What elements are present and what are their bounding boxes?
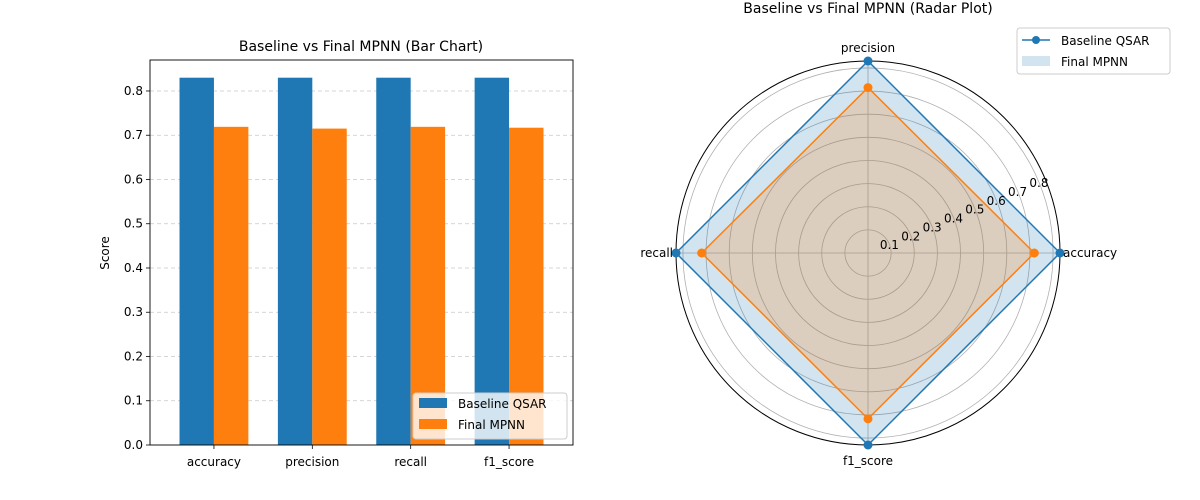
bar-x-ticks: accuracy precision recall f1_score xyxy=(187,445,534,469)
bar-legend-swatch-final xyxy=(419,419,447,429)
bar-y-tick-label: 0.3 xyxy=(124,305,143,319)
bar-y-tick-label: 0.7 xyxy=(124,128,143,142)
bar-y-ticks: 0.0 0.1 0.2 0.3 0.4 0.5 0.6 0.7 0.8 xyxy=(124,84,150,452)
radar-chart-title: Baseline vs Final MPNN (Radar Plot) xyxy=(743,1,992,17)
radar-axis-label: recall xyxy=(640,246,673,260)
bar-legend-frame xyxy=(412,392,568,440)
radar-radial-tick-label: 0.1 xyxy=(880,238,899,252)
bar-legend-swatch-baseline xyxy=(419,398,447,408)
bar-chart: Baseline vs Final MPNN (Bar Chart) 0.00.… xyxy=(98,39,574,469)
bar-y-tick-label: 0.6 xyxy=(124,172,143,186)
radar-radial-ticks: 0.10.20.30.40.50.60.70.8 xyxy=(880,176,1049,252)
bar-bars xyxy=(179,77,544,446)
bar-baseline xyxy=(179,77,214,446)
radar-radial-tick-label: 0.7 xyxy=(1008,185,1027,199)
radar-axis-label: precision xyxy=(841,41,895,55)
bar-x-tick-label: recall xyxy=(394,455,427,469)
bar-axes-frame xyxy=(149,59,574,446)
bar-y-tick-label: 0.2 xyxy=(124,349,143,363)
radar-axis-label: f1_score xyxy=(843,454,893,468)
radar-axis-label: accuracy xyxy=(1063,246,1117,260)
bar-x-tick-label: f1_score xyxy=(484,455,534,469)
bar-baseline xyxy=(376,77,411,446)
radar-radial-tick-label: 0.3 xyxy=(923,220,942,234)
radar-radial-tick-label: 0.4 xyxy=(944,212,963,226)
radar-point-final xyxy=(697,248,707,258)
radar-legend: Baseline QSAR Final MPNN xyxy=(1016,27,1171,75)
radar-radial-tick-label: 0.2 xyxy=(901,229,920,243)
radar-legend-label-baseline: Baseline QSAR xyxy=(1061,34,1150,48)
bar-x-tick-label: accuracy xyxy=(187,455,241,469)
bar-chart-title: Baseline vs Final MPNN (Bar Chart) xyxy=(239,39,483,55)
bar-legend-label-baseline: Baseline QSAR xyxy=(458,397,547,411)
radar-chart: Baseline vs Final MPNN (Radar Plot) accu… xyxy=(640,1,1171,468)
bar-x-tick-label: precision xyxy=(285,455,339,469)
radar-point-baseline xyxy=(1055,248,1065,258)
bar-y-tick-label: 0.4 xyxy=(124,261,143,275)
radar-radial-tick-label: 0.8 xyxy=(1029,176,1048,190)
radar-point-final xyxy=(863,414,873,424)
radar-radial-tick-label: 0.5 xyxy=(965,203,984,217)
bar-y-axis-label: Score xyxy=(98,236,112,270)
radar-legend-label-final: Final MPNN xyxy=(1061,55,1128,69)
radar-axis-labels: accuracy precision recall f1_score xyxy=(640,41,1117,468)
bar-legend-label-final: Final MPNN xyxy=(458,418,525,432)
bar-final xyxy=(509,127,544,445)
bar-final xyxy=(312,128,347,445)
radar-legend-swatch-final xyxy=(1022,56,1050,66)
bar-legend: Baseline QSAR Final MPNN xyxy=(412,392,568,440)
bar-y-tick-label: 0.0 xyxy=(124,438,143,452)
radar-point-final xyxy=(863,83,873,93)
radar-fill-final xyxy=(701,87,1035,419)
radar-legend-frame xyxy=(1016,27,1171,75)
radar-point-baseline xyxy=(671,248,681,258)
radar-radial-tick-label: 0.6 xyxy=(987,194,1006,208)
bar-baseline xyxy=(277,77,313,446)
radar-point-final xyxy=(1029,248,1039,258)
radar-series xyxy=(671,56,1065,450)
bar-y-tick-label: 0.5 xyxy=(124,217,143,231)
bar-y-tick-label: 0.8 xyxy=(124,84,143,98)
bar-final xyxy=(213,126,249,445)
bar-y-tick-label: 0.1 xyxy=(124,394,143,408)
radar-point-baseline xyxy=(863,440,873,450)
radar-point-baseline xyxy=(863,56,873,66)
bar-final xyxy=(410,126,446,445)
bar-baseline xyxy=(474,77,510,446)
radar-legend-marker-baseline xyxy=(1032,36,1040,44)
